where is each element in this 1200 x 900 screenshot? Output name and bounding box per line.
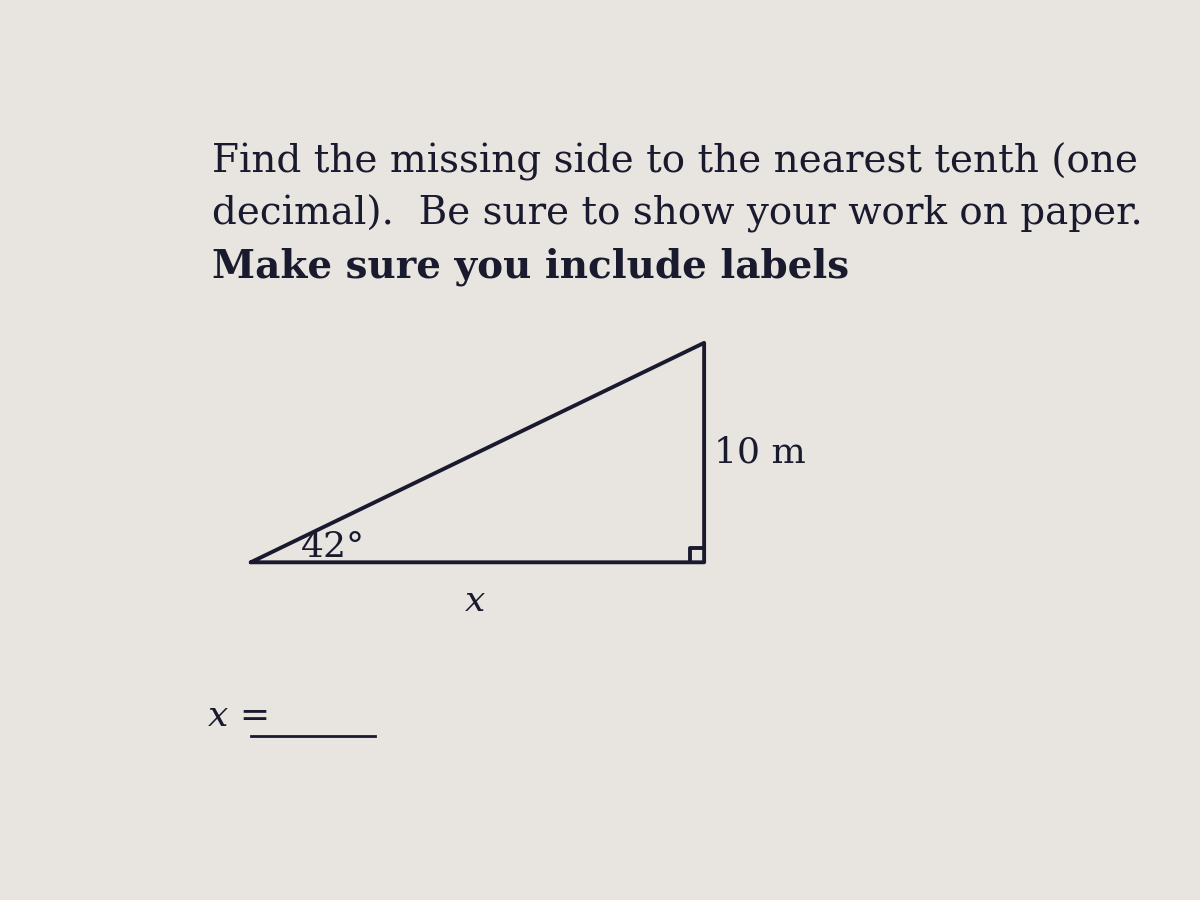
Text: decimal).  Be sure to show your work on paper.: decimal). Be sure to show your work on p… (212, 195, 1142, 233)
Text: Find the missing side to the nearest tenth (one: Find the missing side to the nearest ten… (212, 142, 1138, 181)
Text: x =: x = (208, 699, 270, 734)
Text: 42°: 42° (301, 530, 365, 564)
Text: 10 m: 10 m (714, 436, 806, 470)
Text: x: x (466, 584, 486, 618)
Text: Make sure you include labels: Make sure you include labels (212, 248, 850, 286)
